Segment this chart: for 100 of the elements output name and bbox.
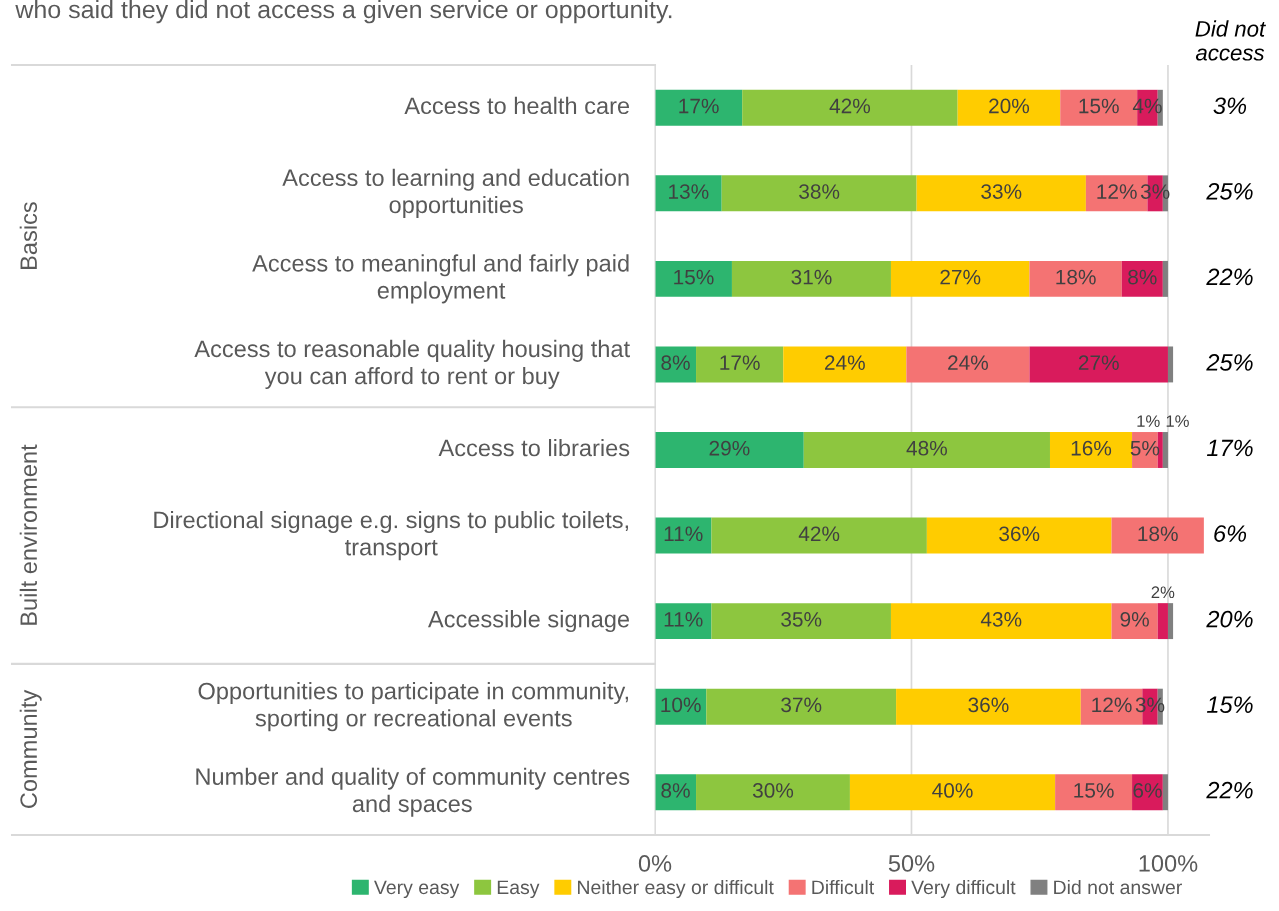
x-tick-label: 0% xyxy=(638,855,672,872)
y-tick-label: Access to health care xyxy=(404,96,630,115)
data-label: 42% xyxy=(829,98,871,114)
y-tick-label: Directional signage e.g. signs to public toilets, transport xyxy=(154,510,628,561)
data-label: 37% xyxy=(781,697,822,713)
bar xyxy=(1157,603,1168,640)
data-label: 15% xyxy=(1079,98,1119,114)
y-tick-label: Accessible signage xyxy=(428,610,630,633)
data-label: 17% xyxy=(720,355,760,370)
data-label: 31% xyxy=(791,269,832,285)
data-label: 6% xyxy=(1133,783,1162,798)
annotation: 15% xyxy=(1206,696,1253,713)
bar xyxy=(655,175,722,212)
bar xyxy=(849,774,1056,811)
data-label: 38% xyxy=(799,184,840,199)
data-label: 1% xyxy=(1137,415,1160,427)
data-label: 27% xyxy=(1078,355,1119,370)
bar xyxy=(1029,346,1168,383)
data-label: 35% xyxy=(781,611,822,627)
legend-label: Neither easy or difficult xyxy=(578,879,774,899)
bar xyxy=(890,603,1112,640)
data-label: 13% xyxy=(669,184,709,199)
data-label: 24% xyxy=(825,355,865,370)
data-label: 30% xyxy=(752,783,794,798)
text: 6% xyxy=(1214,525,1247,542)
bar xyxy=(655,432,804,468)
data-label: 2% xyxy=(1151,586,1175,599)
bar xyxy=(1121,260,1163,297)
bar xyxy=(706,688,897,725)
y-tick-label: Access to libraries xyxy=(438,438,630,457)
bar xyxy=(731,260,891,297)
data-label: 17% xyxy=(679,98,719,114)
text: Built environment xyxy=(19,444,38,625)
bar xyxy=(783,346,907,383)
data-label: 8% xyxy=(661,355,690,371)
annotation: 20% xyxy=(1206,610,1253,628)
text: Basics xyxy=(19,202,38,269)
legend-label: Easy xyxy=(497,880,540,899)
bar xyxy=(1111,603,1158,640)
x-tick-label: 100% xyxy=(1139,855,1198,872)
data-label: 11% xyxy=(664,612,703,627)
legend-label: Very difficult xyxy=(911,879,1016,899)
data-label: 24% xyxy=(948,355,989,370)
data-label: 33% xyxy=(981,184,1022,199)
data-label: 12% xyxy=(1092,697,1132,713)
text: 3% xyxy=(1213,97,1247,115)
data-label: 20% xyxy=(989,98,1030,114)
data-label: 48% xyxy=(906,440,947,456)
data-label: 1% xyxy=(1166,415,1189,427)
bar xyxy=(655,603,712,640)
bar xyxy=(711,603,891,640)
y-tick-label: Access to learning and education opportunities xyxy=(282,168,629,218)
annotation: 25% xyxy=(1206,182,1253,200)
annotation: 22% xyxy=(1206,781,1253,799)
legend-label: Difficult xyxy=(812,879,875,895)
data-label: 12% xyxy=(1097,184,1137,199)
data-label: 27% xyxy=(940,269,981,285)
data-label: 29% xyxy=(709,440,750,456)
bar xyxy=(711,517,927,554)
bar xyxy=(1167,346,1174,383)
data-label: 11% xyxy=(664,526,703,542)
y-tick-label: Access to reasonable quality housing that you can afford to rent or buy xyxy=(194,339,630,390)
bar xyxy=(957,89,1061,126)
bar xyxy=(1162,432,1168,468)
bar xyxy=(1055,774,1133,811)
data-label: 40% xyxy=(932,783,973,798)
bar xyxy=(655,89,743,126)
y-tick-label: Number and quality of community centres and spaces xyxy=(196,767,630,817)
data-label: 10% xyxy=(661,697,701,713)
data-label: 15% xyxy=(674,269,714,285)
bar xyxy=(655,260,732,297)
y-tick-label: Opportunities to participate in community, sporting or recreational events xyxy=(198,682,628,732)
bar xyxy=(721,175,917,212)
data-label: 36% xyxy=(999,526,1040,542)
data-label: 15% xyxy=(1074,783,1114,798)
bar xyxy=(1162,260,1168,297)
bar xyxy=(906,346,1030,383)
text: Did not access xyxy=(1195,20,1266,61)
data-label: 42% xyxy=(798,526,840,542)
data-label: 36% xyxy=(968,697,1009,713)
bar xyxy=(803,432,1050,468)
annotation: 17% xyxy=(1206,439,1253,457)
annotation: 25% xyxy=(1206,354,1253,371)
bar xyxy=(896,688,1081,725)
bar xyxy=(696,346,784,383)
data-label: 43% xyxy=(980,611,1022,627)
data-label: 8% xyxy=(1128,269,1157,285)
text: Community xyxy=(19,689,42,808)
bar xyxy=(1162,774,1168,811)
annotation: 22% xyxy=(1206,268,1253,286)
bar xyxy=(1111,517,1204,554)
bar xyxy=(890,260,1030,297)
data-label: 16% xyxy=(1071,440,1112,456)
bar xyxy=(1029,260,1122,297)
bar xyxy=(916,175,1086,212)
legend-label: Did not answer xyxy=(1054,879,1182,895)
text: who said they did not access a given service or opportunity. xyxy=(15,0,672,24)
bar xyxy=(926,517,1112,554)
y-tick-label: Access to meaningful and fairly paid employment xyxy=(252,254,629,304)
data-label: 18% xyxy=(1138,526,1178,542)
